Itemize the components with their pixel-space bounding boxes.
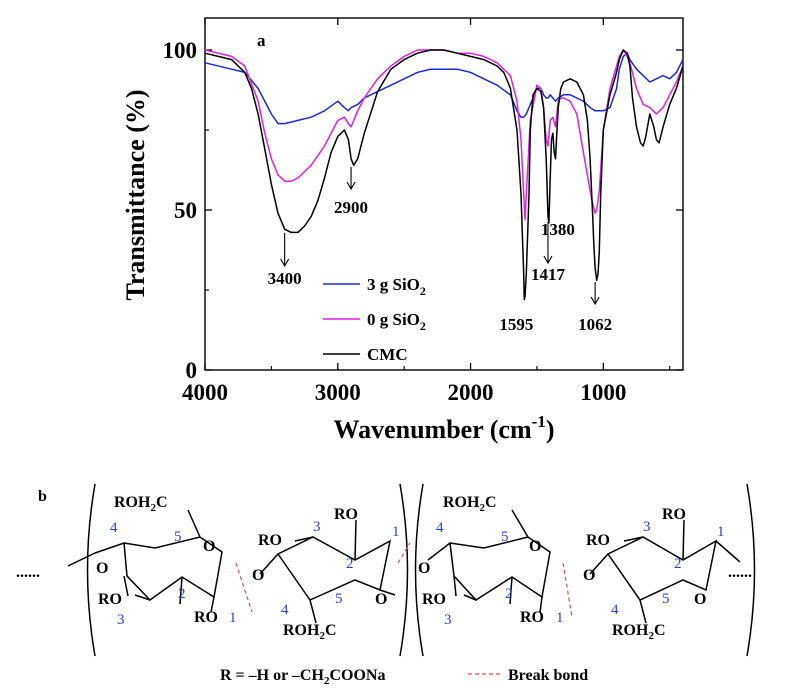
peak-arrowhead: [346, 181, 356, 191]
carbon-num: 2: [178, 586, 186, 602]
carbon-num: 5: [335, 591, 343, 607]
carbon-num: 5: [174, 529, 182, 545]
cmc-structure-diagram: b: [16, 483, 756, 687]
ro-label-1: RO: [98, 591, 122, 608]
x-axis-title-tail: ): [546, 415, 555, 444]
y-tick-label: 0: [186, 358, 198, 383]
left-bracket-close: [399, 483, 409, 657]
peak-label: 1062: [578, 315, 612, 334]
carbon-num: 3: [643, 519, 651, 535]
ring-o-4: O: [529, 538, 541, 555]
plot-frame: [204, 17, 684, 371]
carbon-num: 2: [505, 586, 513, 602]
ring-o-2: O: [203, 538, 215, 555]
ring-o-3: O: [375, 591, 387, 608]
carbon-num: 1: [392, 524, 400, 540]
legend-item-cmc: CMC: [323, 345, 408, 364]
carbon-num: 2: [346, 556, 354, 572]
dots-right: ......: [728, 564, 752, 581]
carbon-num: 5: [501, 529, 509, 545]
peak-label: 2900: [334, 198, 368, 217]
left-bracket-open: [86, 483, 96, 657]
carbon-num: 4: [110, 520, 118, 536]
carbon-num: 3: [313, 519, 321, 535]
peak-arrowhead: [280, 258, 290, 268]
r-definition: R = –H or –CH2COONa: [220, 667, 385, 687]
carbon-num: 2: [674, 556, 682, 572]
rohc-label-4: ROH2C: [612, 622, 666, 642]
panel-label-b: b: [38, 488, 47, 505]
x-axis-title: Wavenumber (cm-1): [334, 412, 555, 444]
axis-ticks: 4000 3000 2000 1000 0 50 100: [163, 18, 683, 405]
rohc-label-1: ROH2C: [114, 494, 168, 514]
bridge-o-1: O: [252, 567, 264, 584]
peak-annotations: 3400 2900 1595 1417 1380 1062: [268, 167, 612, 334]
ro-label-7: RO: [586, 532, 610, 549]
peak-label: 3400: [268, 269, 302, 288]
dots-left: ......: [16, 564, 40, 581]
peak-arrowhead: [590, 296, 600, 306]
right-bracket-open: [414, 483, 424, 657]
break-bond-marks: [235, 542, 573, 675]
x-axis-title-sup: -1: [532, 412, 546, 431]
glucose-ring-3: [427, 509, 551, 613]
legend: 3 g SiO2 0 g SiO2 CMC: [323, 275, 426, 364]
legend-item-3g-sio2: 3 g SiO2: [323, 275, 426, 298]
series-layer: [204, 49, 684, 301]
ro-label-2: RO: [194, 609, 218, 626]
break-bond-1: [235, 562, 253, 613]
ro-label-6: RO: [520, 609, 544, 626]
carbon-num: 1: [229, 610, 237, 626]
peak-arrowhead: [543, 255, 553, 265]
carbon-num: 3: [117, 612, 125, 628]
y-tick-label: 50: [174, 198, 197, 223]
break-bond-3: [562, 562, 573, 618]
break-bond-legend: Break bond: [508, 667, 588, 684]
rohc-label-2: ROH2C: [283, 622, 337, 642]
y-tick-label: 100: [163, 38, 198, 63]
carbon-num: 4: [611, 602, 619, 618]
right-bracket-close: [746, 483, 756, 657]
ro-label-3: RO: [258, 532, 282, 549]
glucose-ring-1: [67, 509, 223, 613]
ro-label-5: RO: [422, 591, 446, 608]
legend-item-0g-sio2: 0 g SiO2: [323, 310, 426, 333]
carbon-num: 1: [556, 610, 564, 626]
legend-label-3g-sio2: 3 g SiO2: [367, 275, 426, 298]
panel-label-a: a: [257, 31, 266, 50]
x-axis-title-main: Wavenumber (cm: [334, 415, 532, 444]
bridge-o-2: O: [418, 560, 430, 577]
peak-label: 1417: [531, 265, 566, 284]
ring-o-5: O: [694, 591, 706, 608]
glucose-ring-2: [259, 519, 396, 624]
legend-label-0g-sio2: 0 g SiO2: [367, 310, 426, 333]
series-line-cmc: [204, 49, 684, 301]
break-bond-2: [397, 542, 411, 564]
bridge-o-3: O: [583, 567, 595, 584]
rohc-label-3: ROH2C: [443, 494, 497, 514]
series-line-3-g-sio2: [204, 52, 684, 125]
ro-label-4: RO: [334, 506, 358, 523]
x-tick-label: 1000: [580, 380, 626, 405]
carbon-num: 4: [436, 520, 444, 536]
x-tick-label: 2000: [448, 380, 494, 405]
peak-label: 1595: [499, 315, 533, 334]
carbon-num: 5: [662, 591, 670, 607]
peak-label: 1380: [541, 220, 575, 239]
ir-spectrum-chart: a 4000 3000 2000 1000 0 50 100 3400 2900 1595 141…: [121, 17, 684, 444]
x-tick-label: 4000: [182, 380, 228, 405]
carbon-num: 4: [281, 602, 289, 618]
x-tick-label: 3000: [315, 380, 361, 405]
carbon-num: 1: [717, 524, 725, 540]
legend-label-cmc: CMC: [367, 345, 408, 364]
ro-label-8: RO: [662, 506, 686, 523]
ring-o-1: O: [96, 560, 108, 577]
series-line-0-g-sio2: [204, 49, 684, 221]
y-axis-title: Transmittance (%): [121, 89, 150, 300]
carbon-num: 3: [444, 612, 452, 628]
glucose-ring-4: [589, 519, 741, 624]
